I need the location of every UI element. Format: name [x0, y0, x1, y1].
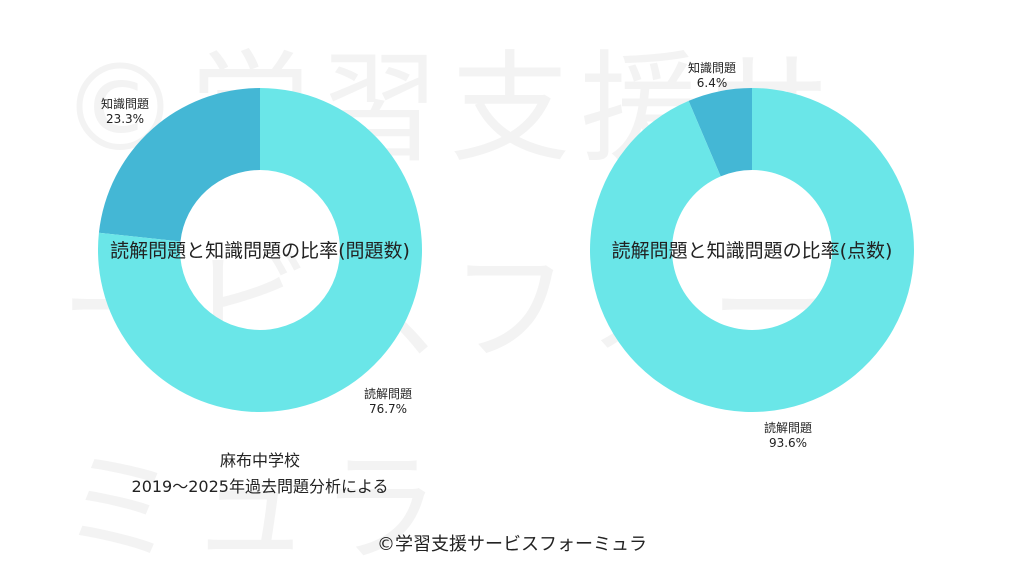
- donut-slice-reading: [590, 88, 915, 413]
- slice-label: 読解問題: [764, 420, 812, 435]
- donut-slice-knowledge: [688, 88, 752, 177]
- chart-title: 読解問題と知識問題の比率(点数): [612, 240, 893, 262]
- slice-label: 読解問題: [364, 386, 412, 401]
- donut-slice-knowledge: [98, 88, 260, 242]
- slice-value-label: 23.3%: [106, 112, 144, 126]
- caption-source: 2019〜2025年過去問題分析による: [131, 477, 389, 496]
- chart-caption: 麻布中学校 2019〜2025年過去問題分析による: [80, 448, 440, 500]
- slice-value-label: 76.7%: [369, 402, 407, 416]
- copyright-credit: ©学習支援サービスフォーミュラ: [377, 534, 647, 555]
- donut-slice-reading: [98, 88, 423, 412]
- slice-value-label: 93.6%: [769, 436, 807, 450]
- slice-label: 知識問題: [101, 97, 149, 111]
- caption-school: 麻布中学校: [219, 451, 300, 470]
- slice-label: 知識問題: [688, 61, 736, 75]
- chart-title: 読解問題と知識問題の比率(問題数): [110, 240, 410, 262]
- slice-value-label: 6.4%: [697, 76, 728, 90]
